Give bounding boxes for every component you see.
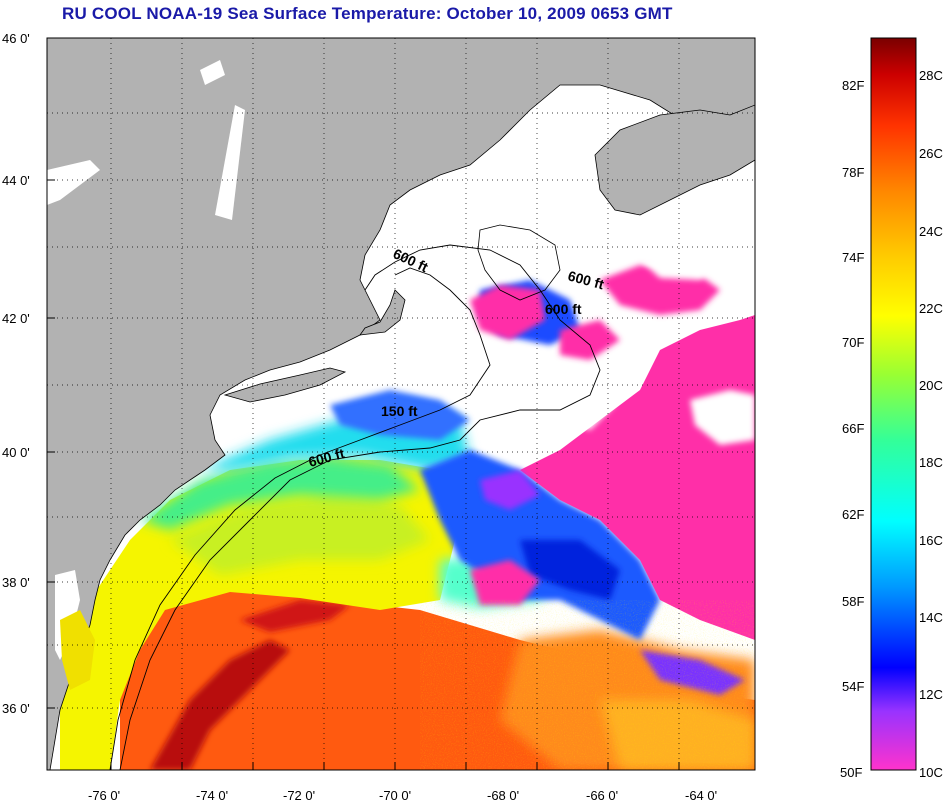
latitude-label: 38 0'	[2, 575, 30, 590]
map-panel: 600 ft 600 ft 600 ft 150 ft 600 ft	[47, 38, 755, 770]
longitude-label: -64 0'	[685, 788, 717, 803]
colorbar-fahrenheit-label: 74F	[842, 250, 864, 265]
gulf-stream-core	[150, 640, 290, 770]
axis-ticks	[47, 37, 680, 770]
land-cape-cod	[359, 289, 406, 336]
contour-label: 150 ft	[381, 403, 418, 419]
colorbar-fahrenheit-label: 58F	[842, 594, 864, 609]
graticule	[47, 38, 755, 770]
colorbar-fahrenheit-label: 62F	[842, 507, 864, 522]
colorbar	[870, 37, 917, 771]
colorbar-fahrenheit-label: 66F	[842, 421, 864, 436]
cloud-patch	[555, 380, 615, 430]
colorbar-fahrenheit-label: 78F	[842, 165, 864, 180]
longitude-label: -66 0'	[586, 788, 618, 803]
cold-water-magenta	[520, 315, 755, 640]
colorbar-celsius-label: 12C	[919, 687, 943, 702]
contour-label: 600 ft	[545, 301, 582, 317]
contour-line-150ft	[109, 267, 491, 770]
colorbar-celsius-label: 28C	[919, 68, 943, 83]
colorbar-fahrenheit-label: 50F	[840, 765, 862, 780]
land-us-northeast	[47, 38, 755, 770]
longitude-label: -76 0'	[88, 788, 120, 803]
longitude-label: -70 0'	[379, 788, 411, 803]
colorbar-celsius-label: 18C	[919, 455, 943, 470]
latitude-label: 36 0'	[2, 701, 30, 716]
latitude-label: 42 0'	[2, 311, 30, 326]
colorbar-celsius-label: 26C	[919, 146, 943, 161]
colorbar-celsius-label: 10C	[919, 765, 943, 780]
colorbar-celsius-label: 24C	[919, 224, 943, 239]
colorbar-celsius-label: 14C	[919, 610, 943, 625]
colorbar-celsius-label: 16C	[919, 533, 943, 548]
colorbar-fahrenheit-label: 54F	[842, 679, 864, 694]
mid-temp-green	[140, 458, 420, 530]
longitude-label: -74 0'	[196, 788, 228, 803]
colorbar-celsius-label: 20C	[919, 378, 943, 393]
land-nova-scotia	[594, 104, 755, 216]
longitude-label: -72 0'	[283, 788, 315, 803]
map-frame	[46, 37, 756, 771]
colorbar-celsius-label: 22C	[919, 301, 943, 316]
latitude-label: 40 0'	[2, 445, 30, 460]
latitude-label: 44 0'	[2, 173, 30, 188]
contour-line-shelf	[119, 244, 601, 770]
latitude-label: 46 0'	[2, 31, 30, 46]
colorbar-fahrenheit-label: 70F	[842, 335, 864, 350]
map-title: RU COOL NOAA-19 Sea Surface Temperature:…	[62, 4, 673, 23]
land-long-island	[223, 367, 347, 403]
longitude-label: -68 0'	[487, 788, 519, 803]
colorbar-fahrenheit-label: 82F	[842, 78, 864, 93]
